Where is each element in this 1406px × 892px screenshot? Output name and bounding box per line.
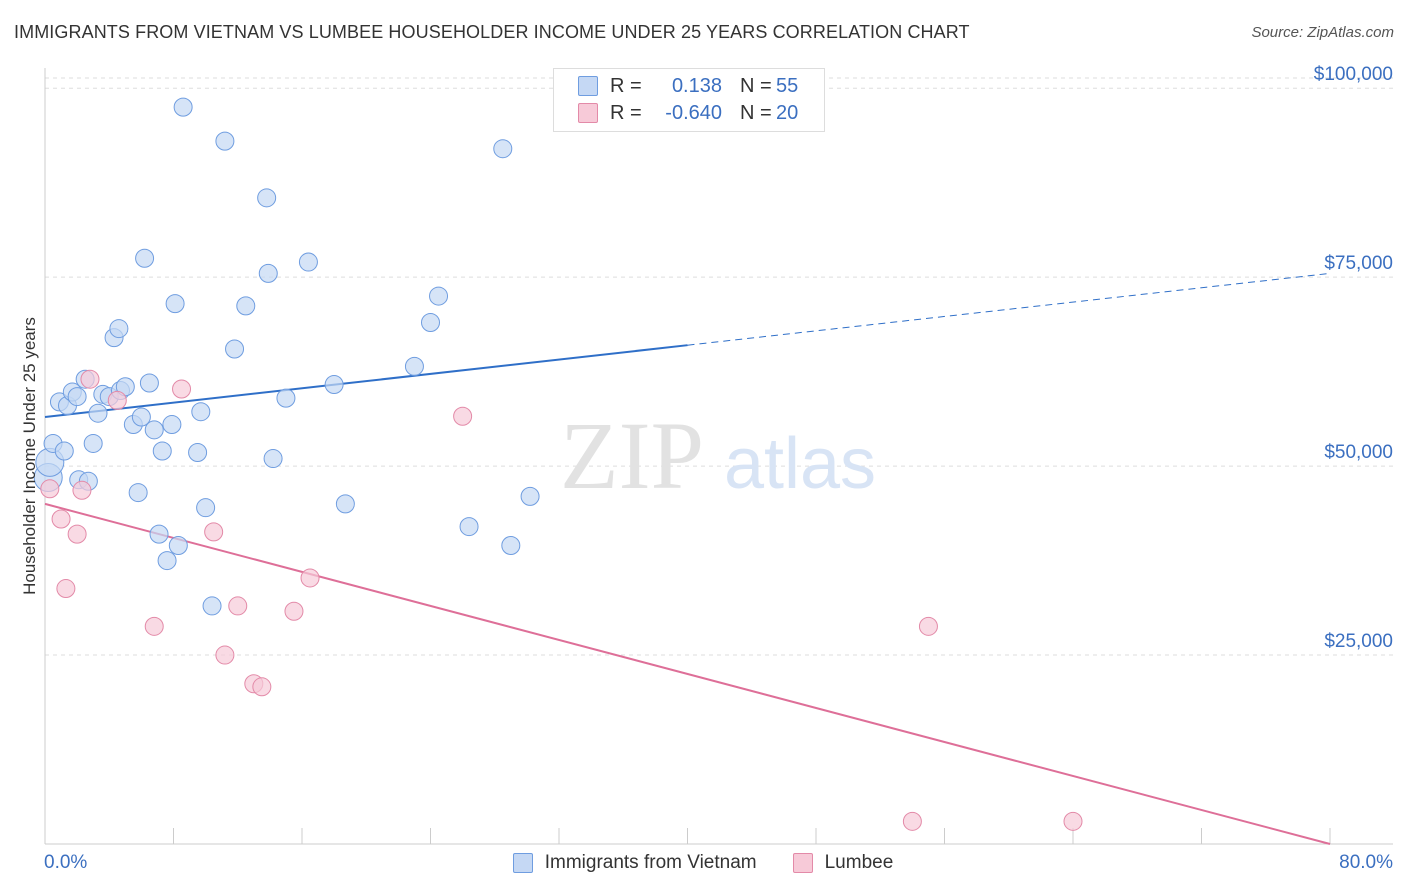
lumbee-point — [902, 811, 922, 831]
x-tick-label-min: 0.0% — [44, 852, 87, 873]
data-points — [33, 97, 1083, 831]
lumbee-swatch — [578, 103, 598, 123]
stats-legend-row-vietnam: R = 0.138 N = 55 — [578, 73, 798, 99]
lumbee-point — [215, 645, 235, 665]
vietnam-point — [258, 263, 278, 283]
lumbee-point — [172, 379, 192, 399]
vietnam-point — [263, 449, 283, 469]
watermark-zip: ZIP — [560, 402, 704, 509]
vietnam-point — [225, 339, 245, 359]
stats-legend: R = 0.138 N = 55 R = -0.640 N = 20 — [553, 68, 825, 132]
vietnam-swatch — [578, 76, 598, 96]
lumbee-point — [1063, 811, 1083, 831]
lumbee-point — [918, 616, 938, 636]
r-value: -0.640 — [665, 101, 722, 124]
vietnam-point — [257, 188, 277, 208]
vietnam-point — [188, 443, 208, 463]
lumbee-point — [144, 616, 164, 636]
legend-item-lumbee: Lumbee — [792, 852, 894, 874]
vietnam-point — [165, 294, 185, 314]
stats-legend-row-lumbee: R = -0.640 N = 20 — [578, 100, 798, 126]
vietnam-point — [149, 524, 169, 544]
legend-label-lumbee: Lumbee — [824, 852, 894, 873]
vietnam-point — [54, 441, 74, 461]
y-tick-label-2: $75,000 — [1324, 253, 1393, 274]
vietnam-point — [276, 388, 296, 408]
vietnam-point — [83, 433, 103, 453]
vietnam-point — [196, 498, 216, 518]
vietnam-point — [501, 535, 521, 555]
lumbee-trend-line — [44, 502, 1331, 845]
y-tick-label-1: $50,000 — [1324, 442, 1393, 463]
vietnam-point — [493, 139, 513, 159]
lumbee-point — [51, 509, 71, 529]
vietnam-point — [162, 415, 182, 435]
vietnam-point — [152, 441, 172, 461]
y-axis-label: Householder Income Under 25 years — [20, 317, 39, 595]
legend-item-vietnam: Immigrants from Vietnam — [512, 852, 757, 874]
lumbee-swatch — [792, 853, 813, 873]
lumbee-point — [72, 480, 92, 500]
y-tick-label-0: $25,000 — [1324, 631, 1393, 652]
lumbee-point — [300, 568, 320, 588]
vietnam-point — [139, 373, 159, 393]
trend-lines — [44, 272, 1331, 845]
lumbee-point — [40, 479, 60, 499]
x-tick-label-max: 80.0% — [1339, 852, 1393, 873]
y-tick-label-3: $100,000 — [1314, 64, 1393, 85]
n-value: 55 — [776, 74, 799, 97]
r-label: R = — [610, 101, 642, 124]
vietnam-point — [324, 374, 344, 394]
lumbee-point — [80, 369, 100, 389]
vietnam-point — [202, 596, 222, 616]
chart-title: IMMIGRANTS FROM VIETNAM VS LUMBEE HOUSEH… — [14, 22, 970, 42]
legend-label-vietnam: Immigrants from Vietnam — [544, 852, 757, 873]
series-legend: Immigrants from Vietnam Lumbee — [0, 852, 1406, 874]
lumbee-point — [453, 406, 473, 426]
lumbee-point — [56, 579, 76, 599]
vietnam-point — [131, 407, 151, 427]
vietnam-point — [335, 494, 355, 514]
vietnam-trend-line — [44, 344, 688, 418]
lumbee-point — [107, 390, 127, 410]
vietnam-point — [109, 319, 129, 339]
r-value: 0.138 — [671, 74, 722, 97]
vietnam-point — [128, 483, 148, 503]
n-label: N = — [740, 101, 772, 124]
vietnam-point — [144, 420, 164, 440]
vietnam-point — [88, 403, 108, 423]
axes — [44, 68, 1393, 845]
vietnam-point — [168, 535, 188, 555]
lumbee-point — [228, 596, 248, 616]
lumbee-point — [204, 522, 224, 542]
gridlines — [45, 77, 1393, 656]
tick-labels: $25,000 $50,000 $75,000 $100,000 0.0% 80.0% — [44, 64, 1393, 873]
n-label: N = — [740, 74, 772, 97]
vietnam-swatch — [512, 853, 533, 873]
vietnam-point — [215, 131, 235, 151]
vietnam-point — [236, 296, 256, 316]
watermark-atlas: atlas — [724, 424, 876, 504]
vietnam-point — [421, 313, 440, 333]
vietnam-point — [157, 551, 177, 571]
watermark: ZIP atlas — [560, 402, 876, 509]
lumbee-point — [284, 601, 304, 621]
n-value: 20 — [776, 101, 799, 124]
vietnam-point — [67, 387, 87, 407]
vietnam-point — [520, 486, 540, 506]
vietnam-trend-extension — [687, 272, 1331, 346]
vietnam-point — [173, 97, 193, 117]
lumbee-point — [67, 524, 87, 544]
r-label: R = — [610, 74, 642, 97]
vietnam-point — [298, 252, 318, 272]
vietnam-point — [459, 517, 479, 537]
source-credit: Source: ZipAtlas.com — [1251, 24, 1394, 41]
vietnam-point — [429, 286, 449, 306]
vietnam-point — [191, 402, 211, 422]
vietnam-point — [404, 356, 424, 376]
lumbee-point — [252, 677, 272, 697]
vietnam-point — [135, 248, 155, 268]
